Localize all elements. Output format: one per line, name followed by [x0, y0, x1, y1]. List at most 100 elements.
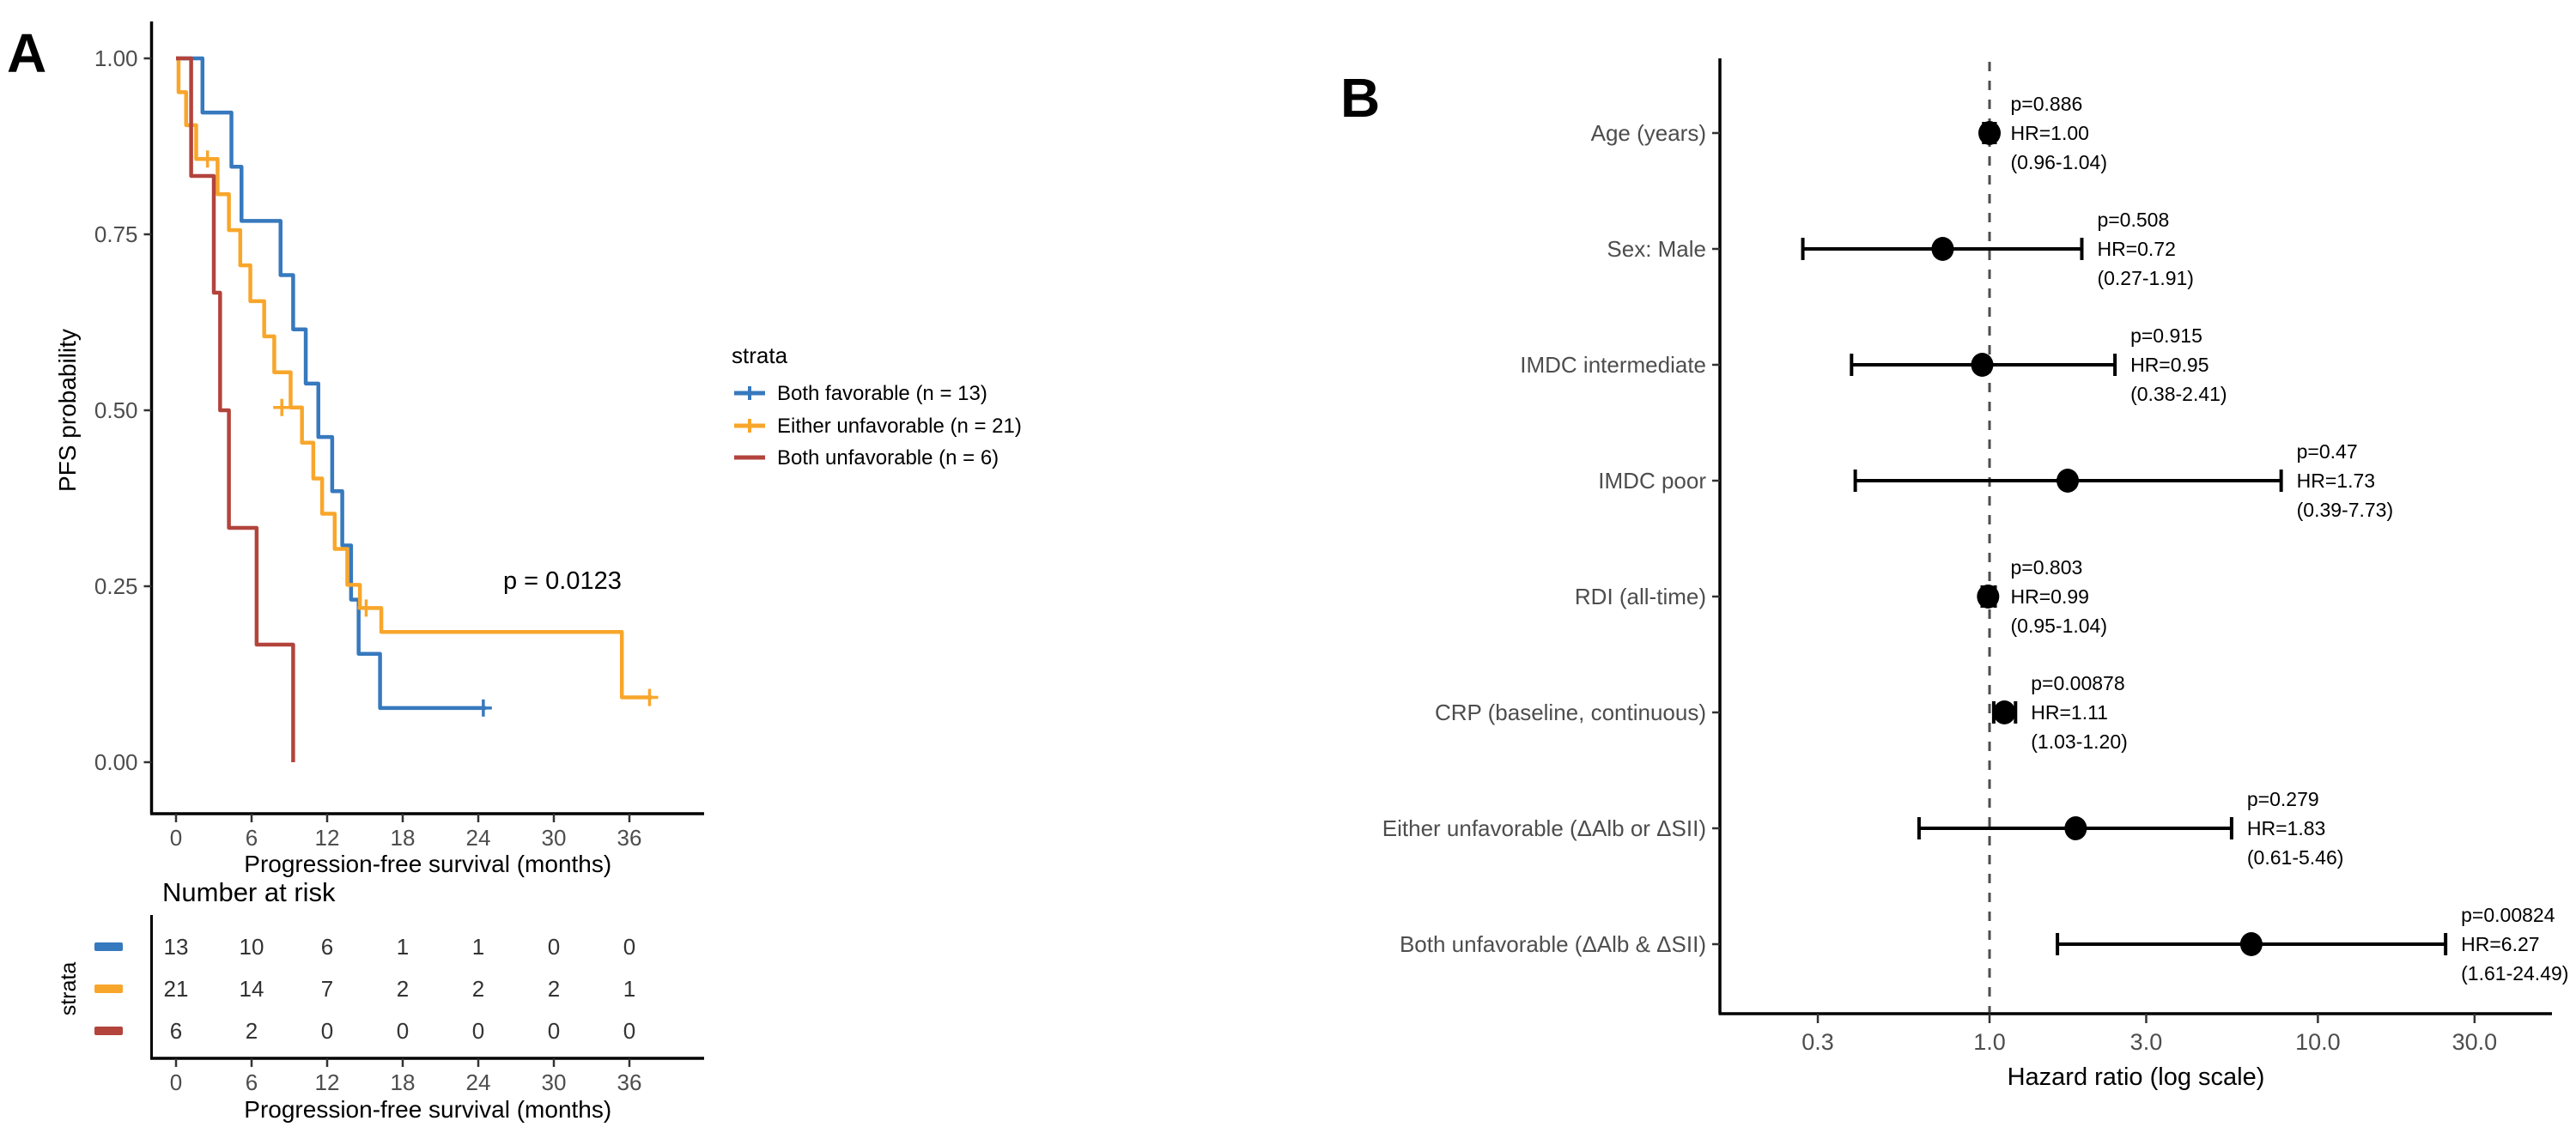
km-legend-title: strata [732, 342, 788, 368]
risk-count: 10 [240, 934, 264, 960]
risk-table-title: Number at risk [162, 877, 336, 907]
risk-count: 1 [397, 934, 409, 960]
forest-row-either-unfavorable-alb-or-sii: Either unfavorable (ΔAlb or ΔSII) p=0.279… [1382, 788, 2344, 869]
forest-p-value-label: p=0.00824 [2461, 904, 2555, 926]
km-curve-both-unfavorable-n-6 [176, 56, 295, 762]
km-y-tick-label: 1.00 [94, 45, 138, 71]
risk-table-x-tick-label: 30 [542, 1069, 567, 1095]
risk-count: 0 [472, 1018, 484, 1044]
forest-row-both-unfavorable-alb-sii: Both unfavorable (ΔAlb & ΔSII) p=0.00824 H… [1400, 904, 2568, 985]
risk-count: 0 [623, 1018, 635, 1044]
forest-hr-label: HR=6.27 [2461, 933, 2539, 955]
risk-count: 2 [246, 1018, 258, 1044]
risk-count: 0 [623, 934, 635, 960]
forest-ci-label: (0.96-1.04) [2011, 151, 2108, 173]
km-x-tick-label: 0 [170, 825, 182, 851]
forest-row-age-years: Age (years) p=0.886 HR=1.00 (0.96-1.04) [1591, 93, 2107, 173]
km-x-tick-label: 36 [617, 825, 642, 851]
risk-count: 2 [472, 976, 484, 1002]
risk-table-x-tick-label: 12 [315, 1069, 340, 1095]
km-legend-item-label: Both favorable (n = 13) [777, 382, 987, 405]
km-x-tick-label: 30 [542, 825, 567, 851]
km-x-tick-label: 24 [466, 825, 491, 851]
forest-hr-label: HR=0.72 [2097, 238, 2175, 260]
forest-ci-label: (0.38-2.41) [2130, 383, 2227, 405]
km-y-tick-label: 0.75 [94, 221, 138, 247]
risk-count: 21 [164, 976, 189, 1002]
forest-point-estimate [2064, 816, 2087, 840]
risk-table-row: 6 2 0 0 0 0 0 [94, 1018, 635, 1044]
forest-row-label: Either unfavorable (ΔAlb or ΔSII) [1382, 815, 1706, 841]
risk-count: 2 [397, 976, 409, 1002]
risk-table-x-tick-label: 6 [246, 1069, 258, 1095]
forest-row-label: CRP (baseline, continuous) [1435, 700, 1706, 725]
forest-x-tick-label: 30.0 [2452, 1029, 2498, 1055]
risk-count: 13 [164, 934, 189, 960]
km-pvalue-text: p = 0.0123 [503, 567, 622, 595]
forest-x-tick-label: 0.3 [1801, 1029, 1834, 1055]
km-curve-both-favorable-n-13 [176, 56, 492, 717]
forest-ci-label: (0.95-1.04) [2011, 615, 2108, 637]
forest-point-estimate [1971, 353, 1994, 377]
km-legend-item-either-unfavorable-n-21: Either unfavorable (n = 21) [734, 415, 1022, 438]
forest-hr-label: HR=0.95 [2130, 354, 2208, 376]
forest-p-value-label: p=0.508 [2097, 209, 2169, 231]
risk-count: 0 [321, 1018, 333, 1044]
risk-count: 6 [170, 1018, 182, 1044]
forest-x-tick-label: 1.0 [1973, 1029, 2006, 1055]
forest-point-estimate [1977, 585, 2000, 609]
forest-point-estimate [1993, 700, 2016, 724]
risk-table-x-tick-label: 24 [466, 1069, 491, 1095]
km-curve-path [176, 56, 486, 711]
risk-table-row-key [94, 985, 123, 993]
km-x-axis-title: Progression-free survival (months) [244, 851, 611, 877]
km-curve-either-unfavorable-n-21 [176, 56, 659, 706]
forest-hr-label: HR=1.11 [2031, 701, 2108, 724]
forest-hr-label: HR=1.73 [2297, 470, 2375, 492]
forest-p-value-label: p=0.47 [2297, 440, 2358, 463]
forest-point-estimate [2239, 932, 2263, 956]
risk-count: 1 [623, 976, 635, 1002]
forest-row-sex-male: Sex: Male p=0.508 HR=0.72 (0.27-1.91) [1607, 209, 2194, 289]
km-y-axis-title: PFS probability [54, 329, 81, 492]
forest-p-value-label: p=0.803 [2011, 556, 2083, 579]
forest-p-value-label: p=0.886 [2011, 93, 2083, 115]
risk-table-x-axis-title: Progression-free survival (months) [244, 1096, 611, 1123]
forest-p-value-label: p=0.915 [2130, 324, 2202, 347]
km-x-tick-label: 18 [391, 825, 416, 851]
forest-hr-label: HR=1.83 [2247, 817, 2325, 839]
forest-row-label: IMDC intermediate [1520, 352, 1706, 378]
forest-hr-label: HR=1.00 [2011, 122, 2089, 144]
risk-table-x-tick-label: 18 [391, 1069, 416, 1095]
km-plot-panel: 1.000.750.500.250.000 6 12 18 24 30 36Progress… [54, 21, 1022, 1123]
km-y-tick-label: 0.00 [94, 749, 138, 775]
forest-row-label: RDI (all-time) [1575, 584, 1706, 609]
panel-a-label: A [7, 22, 47, 84]
forest-x-tick-label: 3.0 [2130, 1029, 2163, 1055]
risk-table-x-tick-label: 36 [617, 1069, 642, 1095]
forest-row-imdc-intermediate: IMDC intermediate p=0.915 HR=0.95 (0.38-2.4… [1520, 324, 2227, 405]
risk-table-row-key [94, 942, 123, 951]
forest-point-estimate [1931, 237, 1954, 261]
forest-ci-label: (0.39-7.73) [2297, 499, 2394, 521]
risk-table-row: 21 14 7 2 2 2 1 [94, 976, 635, 1002]
panel-b-label: B [1340, 67, 1381, 129]
forest-plot-panel: 0.3 1.0 3.0 10.0 30.0 Hazard ratio (log scale… [1382, 58, 2568, 1091]
risk-count: 14 [240, 976, 264, 1002]
risk-table-strata-label: strata [57, 962, 81, 1016]
risk-count: 2 [548, 976, 560, 1002]
forest-hr-label: HR=0.99 [2011, 585, 2089, 608]
forest-ci-label: (0.27-1.91) [2097, 267, 2194, 289]
km-y-tick-label: 0.25 [94, 573, 138, 599]
forest-ci-label: (0.61-5.46) [2247, 846, 2344, 869]
forest-ci-label: (1.03-1.20) [2031, 730, 2128, 753]
forest-row-rdi-all-time: RDI (all-time) p=0.803 HR=0.99 (0.95-1.04) [1575, 556, 2107, 637]
risk-count: 6 [321, 934, 333, 960]
forest-point-estimate [1978, 121, 2001, 145]
km-x-tick-label: 12 [315, 825, 340, 851]
risk-count: 0 [548, 1018, 560, 1044]
forest-row-label: IMDC poor [1598, 468, 1706, 494]
forest-row-imdc-poor: IMDC poor p=0.47 HR=1.73 (0.39-7.73) [1598, 440, 2393, 521]
